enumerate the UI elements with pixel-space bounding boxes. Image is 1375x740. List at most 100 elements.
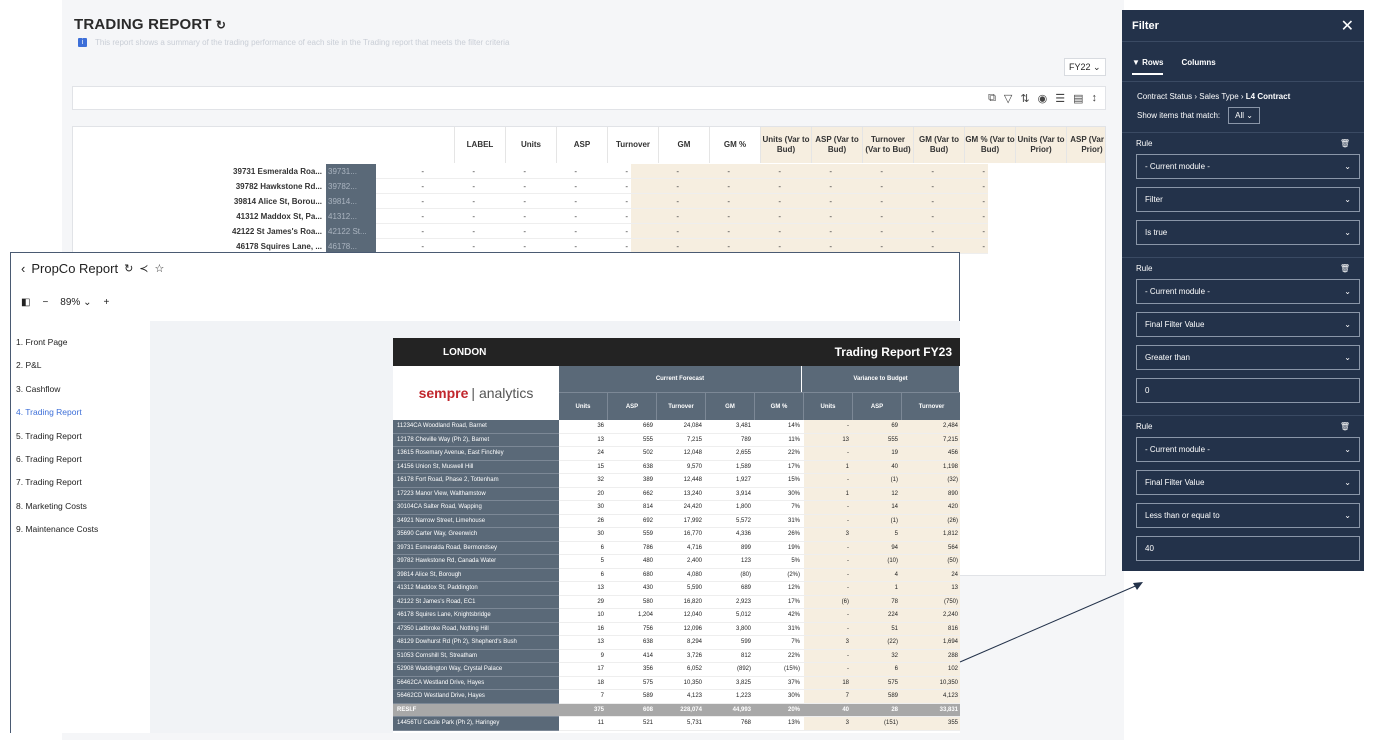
rule-header: Rule 🗑 [1136,139,1360,148]
nav-item[interactable]: 9. Maintenance Costs [16,524,99,535]
cell-value: 662 [608,488,657,501]
row-cell: - [580,209,631,224]
row-address[interactable]: 42122 St James's Roa... [232,227,322,236]
row-address[interactable]: 39782 Hawkstone Rd... [235,182,322,191]
nav-item[interactable]: 1. Front Page [16,337,68,347]
share-icon[interactable]: ≺ [139,263,149,275]
chevron-down-icon: ⌄ [1344,478,1351,487]
cell-value: 1 [804,487,853,501]
grid-header[interactable]: Turnover [607,127,658,163]
grid-header[interactable]: Units [505,127,556,163]
grid-header[interactable]: GM % (Var to Bud) [964,127,1015,163]
row-cell: - [376,194,427,209]
row-cell: - [886,164,937,179]
close-icon[interactable]: ✕ [1340,17,1354,35]
row-address[interactable]: 39814 Alice St, Borou... [233,197,322,206]
grid-header[interactable]: ASP [556,127,607,163]
grid-header[interactable]: LABEL [454,127,505,163]
refresh-icon[interactable]: ↻ [124,263,134,275]
row-label: 39731... [326,164,376,179]
trash-icon[interactable]: 🗑 [1339,422,1350,431]
cell-value: 14% [755,420,804,434]
row-address[interactable]: 41312 Maddox St, Pa... [236,212,322,221]
cell-value: 6 [853,663,902,677]
row-label: 39814... [326,194,376,209]
grid-header[interactable]: Units (Var to Prior) [1015,127,1066,163]
grid-header[interactable]: ASP (Var to Prior) [1066,127,1105,163]
operator-dropdown[interactable]: Less than or equal to ⌄ [1136,503,1360,528]
sort-icon[interactable]: ⇅ [1020,92,1030,105]
trash-icon[interactable]: 🗑 [1339,264,1350,273]
cell-value: 3,481 [706,420,755,434]
value-input[interactable]: 0 [1136,378,1360,403]
operator-dropdown[interactable]: Is true ⌄ [1136,220,1360,245]
nav-item[interactable]: 7. Trading Report [16,477,82,488]
nav-item[interactable]: 5. Trading Report [16,430,82,441]
zoom-level[interactable]: 89% ⌄ [60,297,92,308]
operator-dropdown[interactable]: Greater than ⌄ [1136,345,1360,370]
zoom-in-button[interactable]: + [103,297,110,308]
nav-item[interactable]: 4. Trading Report [16,407,82,418]
nav-item[interactable]: 8. Marketing Costs [16,500,87,511]
cell-value: 94 [853,541,902,555]
grid-header[interactable]: GM (Var to Bud) [913,127,964,163]
cell-value: 4,716 [657,542,706,555]
module-dropdown[interactable]: - Current module - ⌄ [1136,154,1360,179]
field-dropdown[interactable]: Filter ⌄ [1136,187,1360,212]
filter-icon[interactable]: ▽ [1003,92,1013,105]
field-dropdown[interactable]: Final Filter Value ⌄ [1136,470,1360,495]
cell-value: 13 [559,434,608,447]
column-header: Units [804,392,853,420]
site-name: 39814 Alice St, Borough [393,568,559,582]
row-cell: - [529,179,580,194]
row-address[interactable]: 39731 Esmeralda Roa... [233,167,322,176]
match-select[interactable]: All ⌄ [1228,107,1260,124]
grid-header[interactable]: Turnover (Var to Bud) [862,127,913,163]
row-cell: - [631,179,682,194]
cell-value: 20 [559,488,608,501]
density-icon[interactable]: ▤ [1073,92,1084,105]
row-address[interactable]: 46178 Squires Lane, ... [236,242,322,251]
tab-rows[interactable]: ▼ Rows [1132,58,1164,75]
grid-header[interactable]: GM % [709,127,760,163]
back-icon[interactable]: ‹ [21,261,26,276]
filter-panel: Filter ✕ ▼ Rows Columns Contract Status ›… [1122,10,1364,571]
cell-value: 680 [608,569,657,582]
tab-columns[interactable]: Columns [1181,58,1216,67]
export-icon[interactable]: ⧉ [988,91,996,104]
cell-value: 580 [608,596,657,609]
grid-header[interactable]: Units (Var to Bud) [760,127,811,163]
cell-value: (50) [902,555,960,569]
nav-item[interactable]: 3. Cashflow [16,383,61,394]
grid-header[interactable]: GM [658,127,709,163]
cell-value: 288 [902,649,960,663]
field-dropdown-value: Final Filter Value [1145,478,1205,487]
table-row: 39731 Esmeralda Road, Bermondsey 6 786 4,71… [393,541,960,555]
site-name: 34921 Narrow Street, Limehouse [393,514,559,528]
cell-value: 19% [755,542,804,555]
value-input[interactable]: 40 [1136,536,1360,561]
site-name: 30104CA Salter Road, Wapping [393,501,559,515]
show-hide-icon[interactable]: ◉ [1037,92,1048,105]
cell-value: 29 [559,596,608,609]
trash-icon[interactable]: 🗑 [1339,139,1350,148]
field-dropdown[interactable]: Final Filter Value ⌄ [1136,312,1360,337]
cell-value: (1) [853,474,902,488]
cell-value: 5,731 [657,717,706,731]
module-dropdown[interactable]: - Current module - ⌄ [1136,437,1360,462]
expand-rows-icon[interactable]: ↕ [1091,92,1098,104]
refresh-icon[interactable]: ↻ [215,18,227,32]
cell-value: 502 [608,447,657,461]
module-dropdown[interactable]: - Current module - ⌄ [1136,279,1360,304]
report-window: ‹ PropCo Report ↻ ≺ ☆ ◧ −89% ⌄ + 1. Front Page… [10,252,960,733]
row-cell: - [835,164,886,179]
zoom-out-button[interactable]: − [42,297,49,308]
indent-icon[interactable]: ☰ [1055,92,1066,105]
star-icon[interactable]: ☆ [154,263,165,275]
grid-header[interactable]: ASP (Var to Bud) [811,127,862,163]
sidebar-toggle-icon[interactable]: ◧ [21,297,31,308]
operator-dropdown-value: Is true [1145,228,1168,237]
nav-item[interactable]: 6. Trading Report [16,453,82,464]
fy-selector[interactable]: FY22 ⌄ [1064,58,1106,76]
nav-item[interactable]: 2. P&L [16,360,42,371]
